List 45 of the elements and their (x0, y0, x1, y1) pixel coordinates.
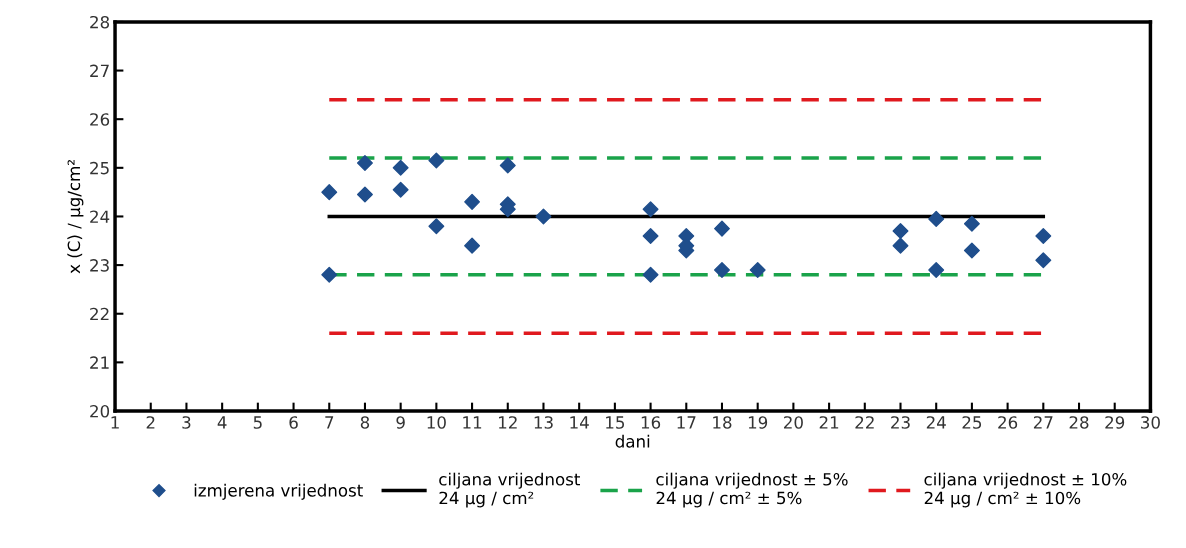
x-tick-label: 4 (217, 416, 227, 429)
y-axis-title: x (C) / µg/cm² (67, 160, 84, 274)
x-tick-label: 10 (427, 416, 446, 429)
x-tick-label: 30 (1141, 416, 1160, 429)
x-tick-label: 11 (463, 416, 482, 429)
y-tick-label: 24 (90, 210, 110, 223)
x-tick-label: 23 (891, 416, 910, 429)
x-axis-title: dani (615, 434, 650, 448)
x-tick-label: 18 (713, 416, 732, 429)
legend-label: ciljana vrijednost ± 10% 24 µg / cm² ± 10% (924, 472, 1127, 508)
x-tick-label: 27 (1033, 416, 1053, 429)
y-tick-label: 20 (90, 404, 110, 418)
x-tick-label: 29 (1105, 416, 1125, 429)
y-tick-label: 26 (90, 113, 110, 126)
x-tick-label: 6 (289, 416, 298, 429)
y-tick-label: 27 (90, 64, 109, 77)
x-tick-label: 3 (182, 416, 191, 429)
x-tick-label: 26 (998, 416, 1018, 429)
x-tick-label: 7 (325, 416, 334, 429)
x-tick-label: 9 (396, 416, 405, 429)
x-tick-label: 16 (641, 416, 661, 429)
x-tick-label: 5 (253, 416, 262, 429)
y-tick-label: 23 (90, 259, 109, 272)
x-tick-label: 24 (926, 416, 946, 429)
legend-label: ciljana vrijednost 24 µg / cm² (439, 472, 581, 508)
y-tick-label: 25 (90, 161, 109, 175)
legend-label: izmjerena vrijednost (194, 483, 363, 500)
y-tick-label: 21 (90, 356, 109, 369)
x-tick-label: 8 (360, 416, 370, 429)
x-tick-label: 19 (748, 416, 768, 429)
x-tick-label: 21 (819, 416, 839, 429)
x-tick-label: 14 (570, 416, 589, 429)
x-tick-label: 2 (146, 416, 155, 429)
x-tick-label: 13 (534, 416, 553, 429)
legend-label: ciljana vrijednost ± 5% 24 µg / cm² ± 5% (656, 472, 848, 508)
x-tick-label: 17 (677, 416, 696, 429)
x-tick-label: 25 (962, 416, 982, 429)
x-tick-label: 12 (499, 416, 517, 429)
x-tick-label: 1 (111, 416, 119, 429)
x-tick-label: 28 (1069, 416, 1089, 429)
x-tick-label: 20 (784, 416, 803, 429)
x-tick-label: 22 (855, 416, 874, 429)
x-tick-label: 15 (606, 416, 625, 429)
y-tick-label: 22 (90, 307, 109, 321)
y-tick-label: 28 (90, 15, 110, 29)
